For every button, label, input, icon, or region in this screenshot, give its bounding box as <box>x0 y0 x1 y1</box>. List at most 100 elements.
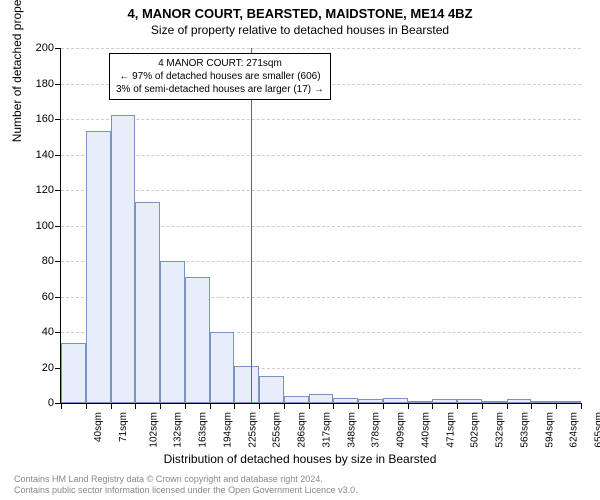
x-tick <box>185 403 186 409</box>
x-tick-label: 532sqm <box>495 412 506 448</box>
y-tick <box>55 332 61 333</box>
x-tick <box>408 403 409 409</box>
x-tick <box>135 403 136 409</box>
x-tick <box>457 403 458 409</box>
x-tick-label: 655sqm <box>594 412 600 448</box>
y-tick-label: 80 <box>42 255 54 267</box>
y-tick-label: 20 <box>42 362 54 374</box>
y-tick <box>55 261 61 262</box>
y-tick <box>55 119 61 120</box>
histogram-bar <box>383 398 408 403</box>
footer-line1: Contains HM Land Registry data © Crown c… <box>14 474 358 485</box>
reference-line <box>251 48 252 403</box>
y-tick-label: 100 <box>36 220 54 232</box>
x-tick-label: 40sqm <box>93 412 104 442</box>
x-tick-label: 594sqm <box>544 412 555 448</box>
histogram-bar <box>160 261 185 403</box>
histogram-bar <box>86 131 111 403</box>
histogram-bar <box>135 202 160 403</box>
x-tick <box>111 403 112 409</box>
y-tick-label: 0 <box>48 397 54 409</box>
x-tick <box>86 403 87 409</box>
y-tick <box>55 297 61 298</box>
y-tick <box>55 48 61 49</box>
histogram-bar <box>210 332 235 403</box>
histogram-bar <box>432 399 457 403</box>
annotation-line: 4 MANOR COURT: 271sqm <box>116 57 324 70</box>
x-tick-label: 163sqm <box>198 412 209 448</box>
histogram-bar <box>408 401 433 403</box>
y-tick <box>55 190 61 191</box>
x-tick-label: 563sqm <box>520 412 531 448</box>
y-tick <box>55 226 61 227</box>
x-tick-label: 255sqm <box>272 412 283 448</box>
gridline <box>61 119 581 120</box>
footer-text: Contains HM Land Registry data © Crown c… <box>14 474 358 496</box>
y-tick-label: 160 <box>36 113 54 125</box>
histogram-bar <box>333 398 358 403</box>
y-tick-label: 120 <box>36 184 54 196</box>
annotation-line: ← 97% of detached houses are smaller (60… <box>116 70 324 83</box>
x-tick-label: 348sqm <box>346 412 357 448</box>
x-tick <box>482 403 483 409</box>
annotation-line: 3% of semi-detached houses are larger (1… <box>116 83 324 96</box>
y-tick-label: 140 <box>36 149 54 161</box>
y-tick <box>55 84 61 85</box>
x-tick <box>383 403 384 409</box>
histogram-bar <box>61 343 86 403</box>
histogram-bar <box>531 401 556 403</box>
histogram-bar <box>482 401 507 403</box>
histogram-bar <box>457 399 482 403</box>
histogram-bar <box>234 366 259 403</box>
x-axis-title: Distribution of detached houses by size … <box>0 452 600 466</box>
x-tick <box>309 403 310 409</box>
x-tick <box>556 403 557 409</box>
x-tick <box>210 403 211 409</box>
x-tick-label: 286sqm <box>297 412 308 448</box>
y-tick-label: 60 <box>42 291 54 303</box>
x-tick-label: 378sqm <box>371 412 382 448</box>
histogram-bar <box>185 277 210 403</box>
gridline <box>61 48 581 49</box>
x-tick <box>531 403 532 409</box>
histogram-bar <box>111 115 136 403</box>
plot-area: 4 MANOR COURT: 271sqm← 97% of detached h… <box>60 48 581 404</box>
x-tick-label: 502sqm <box>470 412 481 448</box>
x-tick-label: 471sqm <box>445 412 456 448</box>
x-tick <box>333 403 334 409</box>
x-tick <box>160 403 161 409</box>
x-tick <box>234 403 235 409</box>
histogram-bar <box>259 376 284 403</box>
x-tick-label: 225sqm <box>247 412 258 448</box>
y-tick <box>55 155 61 156</box>
gridline <box>61 190 581 191</box>
annotation-box: 4 MANOR COURT: 271sqm← 97% of detached h… <box>109 53 331 100</box>
x-tick-label: 132sqm <box>173 412 184 448</box>
y-tick-label: 40 <box>42 326 54 338</box>
chart-subtitle: Size of property relative to detached ho… <box>0 21 600 37</box>
x-tick-label: 194sqm <box>222 412 233 448</box>
histogram-bar <box>556 401 581 403</box>
histogram-bar <box>358 399 383 403</box>
x-tick-label: 409sqm <box>396 412 407 448</box>
gridline <box>61 155 581 156</box>
x-tick <box>507 403 508 409</box>
x-tick-label: 624sqm <box>569 412 580 448</box>
y-tick-label: 200 <box>36 42 54 54</box>
y-tick-label: 180 <box>36 78 54 90</box>
x-tick <box>259 403 260 409</box>
x-tick <box>432 403 433 409</box>
x-tick-label: 102sqm <box>148 412 159 448</box>
x-tick <box>284 403 285 409</box>
histogram-bar <box>284 396 309 403</box>
x-tick <box>61 403 62 409</box>
y-axis-title: Number of detached properties <box>10 0 24 142</box>
x-tick <box>581 403 582 409</box>
chart-title: 4, MANOR COURT, BEARSTED, MAIDSTONE, ME1… <box>0 0 600 21</box>
footer-line2: Contains public sector information licen… <box>14 485 358 496</box>
x-tick-label: 71sqm <box>118 412 129 442</box>
histogram-bar <box>507 399 532 403</box>
x-tick <box>358 403 359 409</box>
x-tick-label: 317sqm <box>321 412 332 448</box>
x-tick-label: 440sqm <box>420 412 431 448</box>
